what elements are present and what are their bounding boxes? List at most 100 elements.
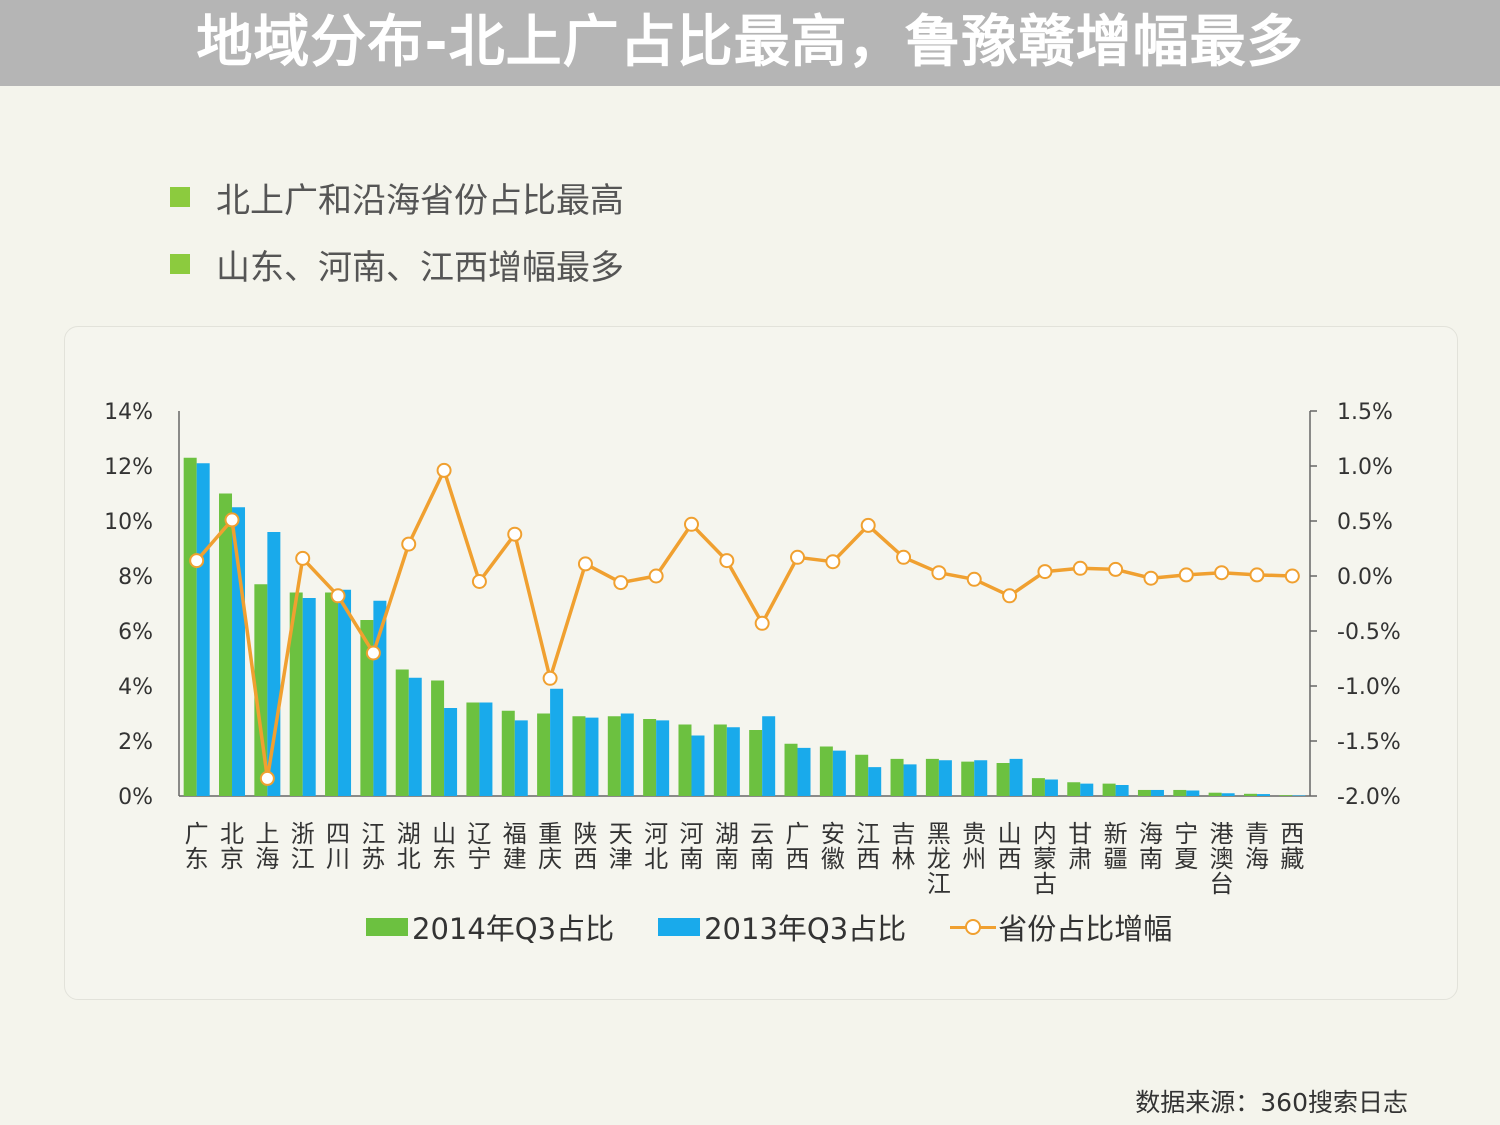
- growth-point: [577, 556, 593, 572]
- x-axis-category-label: 上海: [255, 820, 279, 873]
- bar-2013: [1186, 790, 1200, 796]
- growth-point: [1143, 570, 1159, 586]
- x-axis-category-label: 湖南: [715, 820, 739, 873]
- growth-point: [542, 670, 558, 686]
- bar-2013: [196, 463, 210, 796]
- bar-2013: [620, 713, 634, 796]
- x-axis-category-label: 港澳台: [1210, 820, 1234, 898]
- bar-2014: [537, 713, 551, 796]
- legend-swatch-2014: [366, 918, 408, 936]
- growth-point: [1214, 565, 1230, 581]
- bar-2013: [1115, 785, 1129, 796]
- x-axis-category-label: 陕西: [573, 820, 597, 873]
- legend-item-2013: 2013年Q3占比: [658, 906, 906, 948]
- growth-point: [683, 516, 699, 532]
- growth-point: [966, 571, 982, 587]
- bar-2014: [183, 457, 197, 796]
- bar-2014: [1243, 793, 1257, 796]
- bar-2013: [232, 507, 246, 796]
- bullet-square-icon: [170, 187, 190, 207]
- growth-point: [896, 549, 912, 565]
- x-axis-category-label: 安徽: [821, 820, 845, 873]
- x-axis-category-label: 西藏: [1280, 820, 1304, 873]
- bar-2014: [925, 758, 939, 796]
- x-axis-category-label: 湖北: [397, 820, 421, 873]
- x-axis-category-label: 宁夏: [1174, 820, 1198, 873]
- right-axis-tick-label: -0.5%: [1337, 620, 1401, 645]
- growth-point: [365, 645, 381, 661]
- bar-2013: [832, 750, 846, 796]
- x-axis-category-label: 福建: [503, 820, 527, 873]
- bar-2013: [762, 716, 776, 796]
- right-axis-tick-label: -2.0%: [1337, 785, 1401, 810]
- x-axis-category-label: 广东: [185, 820, 209, 873]
- bar-2014: [961, 761, 975, 796]
- bar-2014: [1279, 795, 1293, 796]
- bullet-item: 北上广和沿海省份占比最高: [170, 172, 624, 222]
- x-axis-category-label: 江苏: [361, 820, 385, 873]
- bar-2013: [1009, 758, 1023, 796]
- growth-point: [401, 536, 417, 552]
- bar-2013: [726, 727, 740, 796]
- x-axis-category-label: 海南: [1139, 820, 1163, 873]
- left-axis-tick-label: 8%: [118, 565, 153, 590]
- growth-point: [1249, 567, 1265, 583]
- bar-2013: [797, 747, 811, 796]
- x-axis-category-label: 黑龙江: [927, 820, 951, 898]
- x-axis-category-label: 云南: [750, 820, 774, 873]
- growth-point: [719, 553, 735, 569]
- bar-2014: [1031, 778, 1045, 796]
- growth-point: [1002, 588, 1018, 604]
- bar-2013: [1044, 779, 1058, 796]
- bar-2014: [572, 716, 586, 796]
- growth-point: [471, 574, 487, 589]
- bar-2014: [1173, 789, 1187, 796]
- x-axis-category-label: 青海: [1245, 820, 1269, 873]
- right-axis-tick-label: 0.5%: [1337, 510, 1393, 535]
- growth-point: [507, 526, 523, 542]
- bar-2013: [656, 720, 670, 796]
- bar-2013: [514, 720, 528, 796]
- x-axis-category-label: 浙江: [291, 820, 315, 873]
- growth-point: [295, 550, 311, 566]
- x-axis-category-label: 天津: [609, 820, 633, 873]
- chart-legend: 2014年Q3占比 2013年Q3占比 省份占比增幅: [366, 906, 1216, 948]
- bar-2013: [1150, 789, 1164, 796]
- x-axis-category-label: 河北: [644, 820, 668, 873]
- growth-point: [189, 553, 205, 569]
- bar-2014: [784, 743, 798, 796]
- bar-2013: [585, 717, 599, 796]
- growth-point: [648, 568, 664, 584]
- growth-point: [825, 554, 841, 570]
- bar-2013: [1292, 795, 1306, 796]
- bar-2014: [501, 710, 515, 796]
- left-axis-tick-label: 6%: [118, 620, 153, 645]
- bar-2014: [1102, 783, 1116, 796]
- bar-2014: [643, 719, 657, 796]
- x-axis-category-label: 辽宁: [467, 820, 491, 873]
- bar-2014: [1067, 782, 1081, 796]
- x-axis-category-label: 北京: [220, 820, 244, 873]
- bar-2014: [855, 754, 869, 796]
- bar-2014: [395, 669, 409, 796]
- x-axis-category-label: 广西: [786, 820, 810, 873]
- bar-2013: [938, 760, 952, 796]
- bar-2014: [1137, 789, 1151, 796]
- right-axis-tick-label: 0.0%: [1337, 565, 1393, 590]
- x-axis-category-label: 吉林: [892, 820, 916, 873]
- bar-2014: [219, 493, 233, 796]
- x-axis-category-label: 四川: [326, 820, 350, 873]
- key-findings: 北上广和沿海省份占比最高 山东、河南、江西增幅最多: [170, 172, 624, 306]
- x-axis-category-label: 山西: [998, 820, 1022, 873]
- left-axis-tick-label: 4%: [118, 675, 153, 700]
- x-axis-category-label: 新疆: [1104, 820, 1128, 873]
- bar-2013: [903, 764, 917, 796]
- left-axis-tick-label: 14%: [104, 400, 153, 425]
- growth-point: [1108, 561, 1124, 577]
- bullet-text: 山东、河南、江西增幅最多: [216, 247, 624, 288]
- growth-point: [436, 462, 452, 478]
- growth-point: [1072, 560, 1088, 576]
- x-axis-category-label: 甘肃: [1068, 820, 1092, 873]
- left-axis-tick-label: 12%: [104, 455, 153, 480]
